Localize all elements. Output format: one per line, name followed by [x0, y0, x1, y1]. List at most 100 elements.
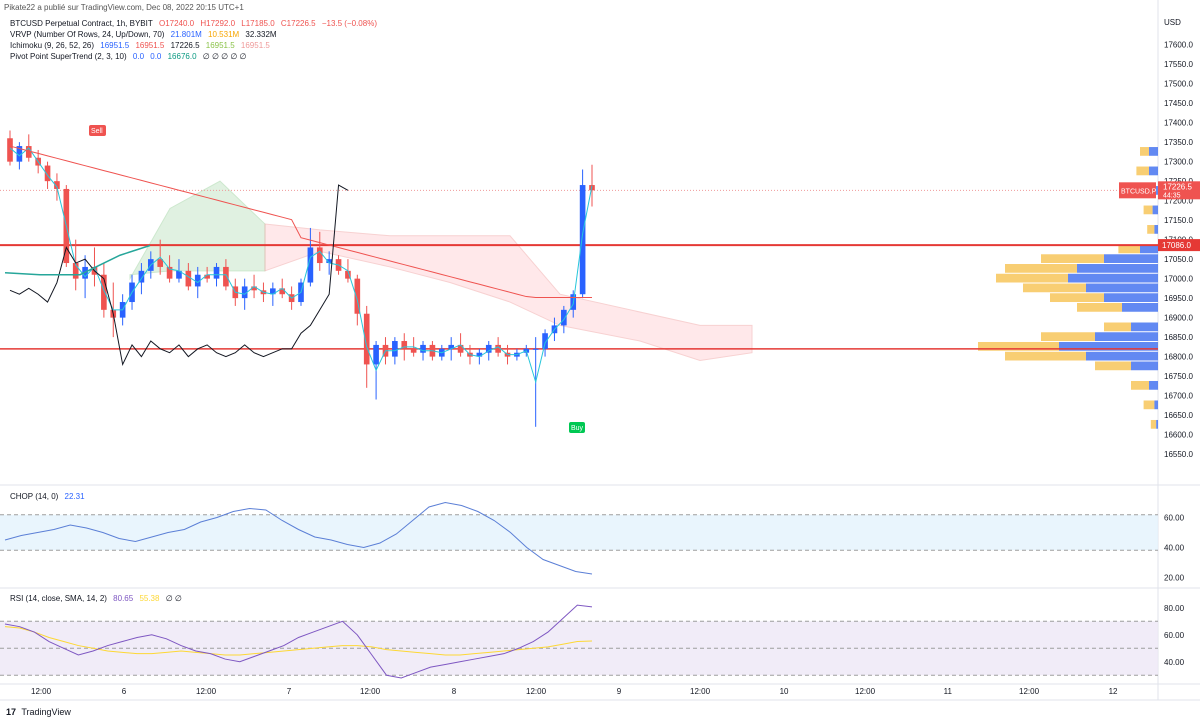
- candle-body: [138, 270, 145, 283]
- price-tick-label: 17450.0: [1164, 99, 1193, 108]
- hline-price-tag: [1158, 239, 1200, 252]
- vrvp-bar-down: [1005, 351, 1086, 361]
- price-tick-label: 16950.0: [1164, 294, 1193, 303]
- candle-body: [532, 348, 539, 350]
- time-tick-label: 7: [287, 687, 292, 696]
- vrvp-bar-up: [1059, 341, 1158, 351]
- rsi-line: [4, 604, 593, 679]
- price-tick-label: 17550.0: [1164, 60, 1193, 69]
- vrvp-bar-down: [1077, 303, 1122, 312]
- vrvp-bar-up: [1068, 273, 1158, 283]
- supertrend-line: [4, 244, 151, 276]
- vrvp-bar-up: [1122, 303, 1158, 312]
- price-tick-label: 16750.0: [1164, 372, 1193, 381]
- legend-main-change: −13.5 (−0.08%): [321, 19, 377, 28]
- candle-body: [213, 266, 220, 279]
- vrvp-bar-up: [1152, 205, 1158, 215]
- candle-body: [72, 263, 79, 279]
- legend-pst-v1: 0.0: [132, 52, 145, 61]
- time-tick-label: 12:00: [690, 687, 711, 696]
- legend-ichimoku-name: Ichimoku (9, 26, 52, 26): [10, 41, 95, 50]
- price-tick-label: 16600.0: [1164, 431, 1193, 440]
- vrvp-bar-down: [1143, 205, 1153, 215]
- candle-body: [279, 288, 286, 295]
- time-tick-label: 12: [1109, 687, 1118, 696]
- sell-signal-label: Sell: [91, 128, 103, 135]
- candle-body: [241, 286, 248, 299]
- buy-signal-label: Buy: [571, 425, 584, 432]
- rsi-sma-line: [4, 626, 593, 656]
- legend-vrvp-v1: 21.801M: [170, 30, 202, 39]
- rsi-band: [0, 621, 1158, 676]
- vrvp-bar-down: [1005, 264, 1077, 273]
- brand-label: TradingView: [21, 707, 71, 717]
- time-tick-label: 12:00: [360, 687, 381, 696]
- candle-body: [354, 278, 361, 314]
- candle-body: [392, 341, 398, 357]
- chop-band: [0, 514, 1158, 551]
- price-tick-label: 16850.0: [1164, 333, 1193, 342]
- legend-rsi-name: RSI (14, close, SMA, 14, 2): [10, 594, 107, 603]
- vrvp-bar-up: [1095, 332, 1158, 341]
- vrvp-bar-up: [1131, 361, 1158, 371]
- legend-vrvp-v2: 10.531M: [208, 30, 240, 39]
- vrvp-bar-up: [1140, 244, 1158, 254]
- legend-vrvp-name: VRVP (Number Of Rows, 24, Up/Down, 70): [10, 30, 165, 39]
- vrvp-bar-up: [1149, 147, 1158, 156]
- legend-pst-name: Pivot Point SuperTrend (2, 3, 10): [10, 52, 127, 61]
- legend-pst-v4: ∅ ∅ ∅ ∅ ∅: [202, 52, 247, 61]
- legend-rsi-rest: ∅ ∅: [165, 594, 182, 603]
- candle-body: [166, 266, 173, 279]
- legend-main-close: C17226.5: [280, 19, 316, 28]
- candle-body: [157, 259, 164, 267]
- legend-main-high: H17292.0: [200, 19, 236, 28]
- chikou-span-line: [9, 184, 349, 367]
- price-tick-label: 17350.0: [1164, 138, 1193, 147]
- vrvp-bar-down: [1041, 332, 1095, 341]
- vrvp-bar-up: [1154, 225, 1158, 234]
- hline-price-label: 17086.0: [1162, 241, 1191, 250]
- price-tick-label: 17600.0: [1164, 41, 1193, 50]
- last-price-label: 17226.5: [1163, 182, 1192, 191]
- chop-line: [4, 501, 593, 575]
- time-tick-label: 6: [122, 687, 127, 696]
- price-tick-label: 17200.0: [1164, 197, 1193, 206]
- legend-rsi-value: 80.65: [113, 594, 134, 603]
- price-tick-label: 17400.0: [1164, 119, 1193, 128]
- tradingview-logo: 17: [6, 707, 17, 717]
- price-tick-label: 16700.0: [1164, 392, 1193, 401]
- time-tick-label: 12:00: [1019, 687, 1040, 696]
- legend-ichimoku-v3: 17226.5: [170, 41, 200, 50]
- legend-vrvp: VRVP (Number Of Rows, 24, Up/Down, 70) 2…: [10, 30, 281, 39]
- price-tick-label: 16900.0: [1164, 314, 1193, 323]
- candle-body: [448, 344, 455, 349]
- legend-pst-v3: 16676.0: [167, 52, 197, 61]
- candle-body: [410, 348, 417, 353]
- price-tick-label: 17500.0: [1164, 80, 1193, 89]
- legend-main-name: BTCUSD Perpetual Contract, 1h, BYBIT: [10, 19, 153, 28]
- legend-main: BTCUSD Perpetual Contract, 1h, BYBIT O17…: [10, 19, 381, 28]
- chop-tick-label: 20.00: [1164, 574, 1185, 583]
- candle-body: [326, 259, 332, 264]
- candle-body: [270, 288, 276, 295]
- time-tick-label: 9: [617, 687, 622, 696]
- vrvp-bar-up: [1149, 166, 1158, 176]
- candle-body: [7, 138, 13, 162]
- candle-body: [345, 270, 351, 279]
- legend-rsi-sma: 55.38: [139, 594, 160, 603]
- legend-main-low: L17185.0: [241, 19, 275, 28]
- vrvp-bar-up: [1131, 322, 1158, 332]
- vrvp-bar-down: [1136, 166, 1149, 176]
- vrvp-bar-up: [1104, 293, 1158, 303]
- candle-body: [420, 344, 426, 353]
- time-tick-label: 12:00: [855, 687, 876, 696]
- legend-ichimoku-v1: 16951.5: [100, 41, 130, 50]
- legend-ichimoku-v4: 16951.5: [205, 41, 235, 50]
- candle-body: [176, 270, 182, 279]
- vrvp-bar-down: [1095, 361, 1131, 371]
- published-header: Pikate22 a publié sur TradingView.com, D…: [4, 3, 244, 12]
- candle-body: [194, 274, 201, 287]
- time-tick-label: 12:00: [526, 687, 547, 696]
- candle-body: [185, 270, 192, 287]
